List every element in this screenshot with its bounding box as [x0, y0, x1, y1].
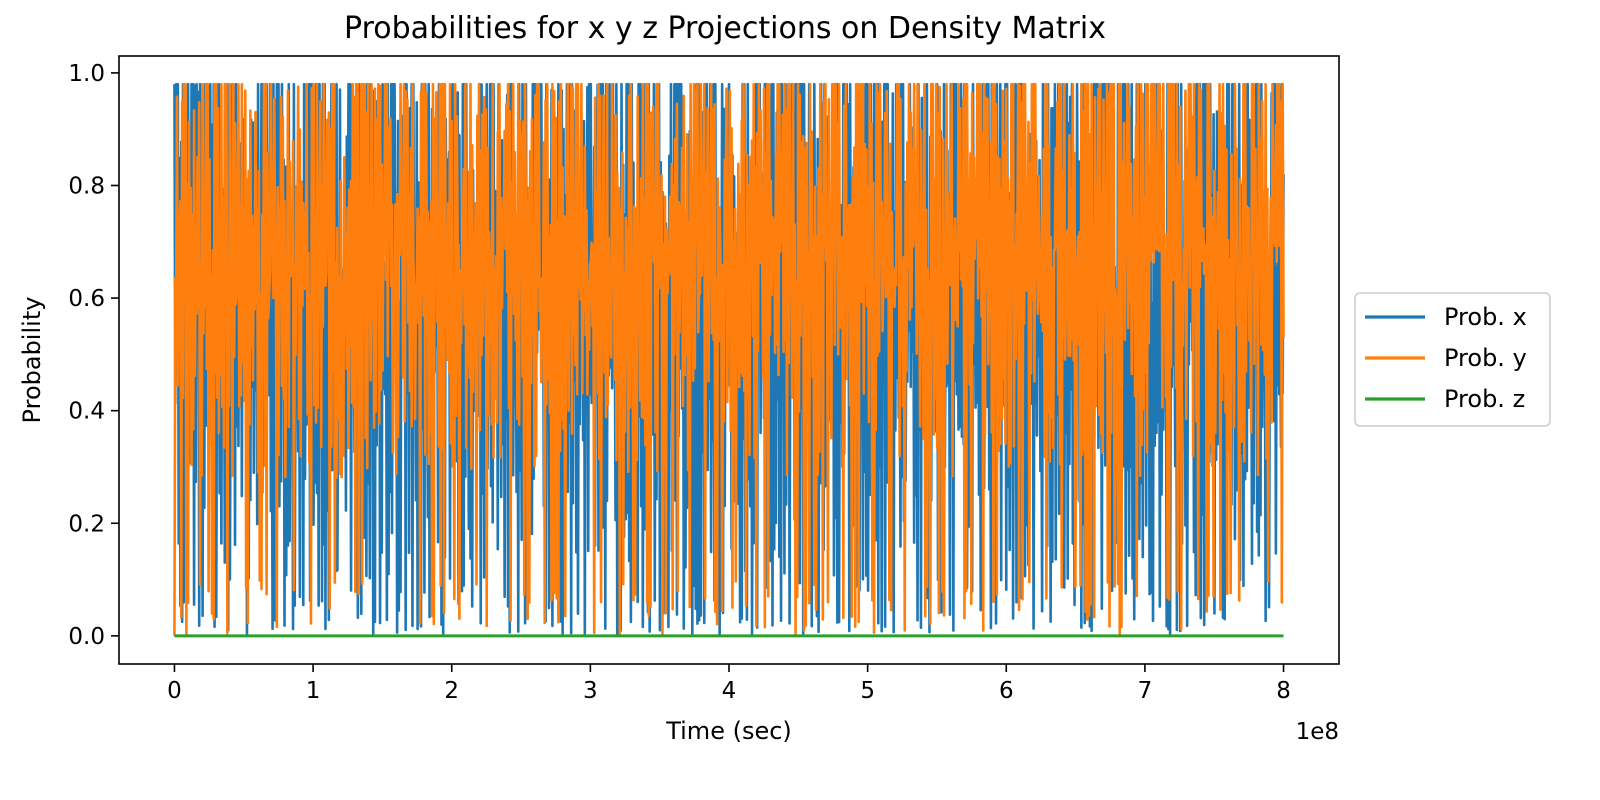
x-tick-label: 2 [444, 678, 459, 704]
y-tick-label: 0.2 [68, 511, 105, 537]
x-tick-label: 0 [167, 678, 182, 704]
x-tick-label: 4 [722, 678, 737, 704]
x-tick-label: 8 [1276, 678, 1291, 704]
x-tick-label: 1 [306, 678, 321, 704]
series-layer [173, 82, 1285, 638]
x-axis: 0 1 2 3 4 5 6 7 8 [167, 664, 1291, 704]
chart-title: Probabilities for x y z Projections on D… [344, 11, 1106, 46]
x-axis-label: Time (sec) [665, 717, 792, 745]
legend-label-prob-x: Prob. x [1444, 303, 1527, 331]
y-axis-label: Probability [18, 297, 46, 424]
x-tick-label: 3 [583, 678, 598, 704]
x-tick-label: 5 [860, 678, 875, 704]
x-axis-offset-label: 1e8 [1296, 719, 1339, 745]
y-axis: 0.0 0.2 0.4 0.6 0.8 1.0 [68, 61, 119, 650]
x-tick-label: 6 [999, 678, 1014, 704]
series-line-prob-y [173, 82, 1285, 637]
legend-label-prob-y: Prob. y [1444, 344, 1527, 372]
legend: Prob. x Prob. y Prob. z [1354, 292, 1551, 427]
y-tick-label: 0.4 [68, 399, 105, 425]
y-tick-label: 0.8 [68, 173, 105, 199]
legend-box [1354, 292, 1551, 427]
legend-label-prob-z: Prob. z [1444, 385, 1525, 413]
y-tick-label: 0.6 [68, 286, 105, 312]
x-tick-label: 7 [1138, 678, 1153, 704]
y-tick-label: 0.0 [68, 624, 105, 650]
y-tick-label: 1.0 [68, 61, 105, 87]
